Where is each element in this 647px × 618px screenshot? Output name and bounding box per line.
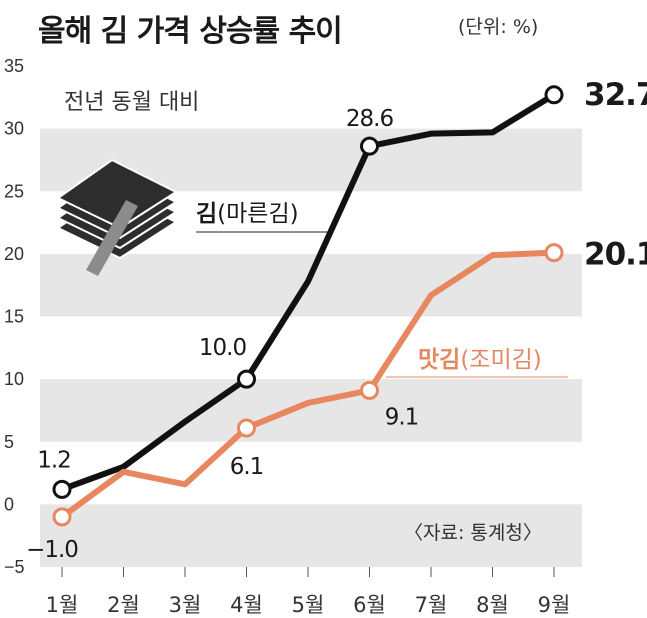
- unit-label: (단위: %): [458, 16, 539, 38]
- source-label: 〈자료: 통계청〉: [404, 522, 542, 544]
- legend-dried-seaweed: 김(마른김): [196, 194, 299, 228]
- grid-band: [40, 253, 582, 317]
- x-tick-label: 8월: [476, 593, 509, 617]
- legend-dried-name: 김: [196, 201, 218, 227]
- chart-subtitle: 전년 동월 대비: [64, 90, 200, 115]
- data-label-dried: 1.2: [37, 447, 71, 473]
- data-label-seasoned: 6.1: [230, 454, 264, 480]
- chart-title: 올해 김 가격 상승률 추이: [38, 14, 343, 49]
- x-tick-label: 9월: [538, 593, 571, 617]
- y-tick-label: 30: [4, 119, 24, 139]
- data-label-dried: 32.7: [584, 77, 647, 113]
- data-label-dried: 28.6: [346, 106, 394, 132]
- data-point-seasoned: [544, 243, 564, 263]
- data-label-seasoned: 9.1: [385, 404, 419, 430]
- data-point-dried: [544, 85, 564, 105]
- data-point-dried: [52, 479, 72, 499]
- legend-seasoned-seaweed: 맛김(조미김): [418, 340, 542, 374]
- y-tick-label: −5: [4, 557, 25, 577]
- x-tick-label: 1월: [46, 593, 79, 617]
- series-line-seasoned: [60, 249, 555, 520]
- grid-band: [40, 379, 582, 442]
- data-point-dried: [237, 369, 256, 389]
- grid-band: [40, 504, 582, 567]
- y-tick-label: 15: [4, 307, 24, 327]
- data-point-seasoned: [52, 507, 72, 527]
- x-tick-label: 2월: [107, 593, 140, 617]
- data-label-dried: 10.0: [199, 335, 247, 361]
- x-tick-label: 4월: [230, 593, 263, 617]
- legend-seasoned-detail: (조미김): [460, 347, 542, 373]
- data-point-dried: [360, 136, 379, 156]
- x-tick-label: 7월: [415, 593, 448, 617]
- data-point-seasoned: [237, 418, 256, 438]
- x-tick-label: 5월: [292, 593, 325, 617]
- y-tick-label: 0: [4, 494, 14, 514]
- seaweed-stack-icon: [56, 158, 179, 276]
- y-tick-label: 20: [4, 244, 24, 264]
- x-tick-label: 6월: [353, 593, 386, 617]
- y-tick-label: 5: [4, 432, 14, 452]
- legend-dried-detail: (마른김): [217, 201, 299, 227]
- data-label-seasoned: −1.0: [26, 537, 78, 563]
- y-tick-label: 35: [4, 56, 24, 76]
- legend-seasoned-name: 맛김: [418, 347, 461, 373]
- x-tick-label: 3월: [169, 593, 202, 617]
- y-tick-label: 10: [4, 369, 24, 389]
- data-point-seasoned: [360, 380, 379, 400]
- data-label-seasoned: 20.1: [584, 237, 647, 273]
- series-line-dried: [60, 92, 556, 493]
- y-tick-label: 25: [4, 181, 24, 201]
